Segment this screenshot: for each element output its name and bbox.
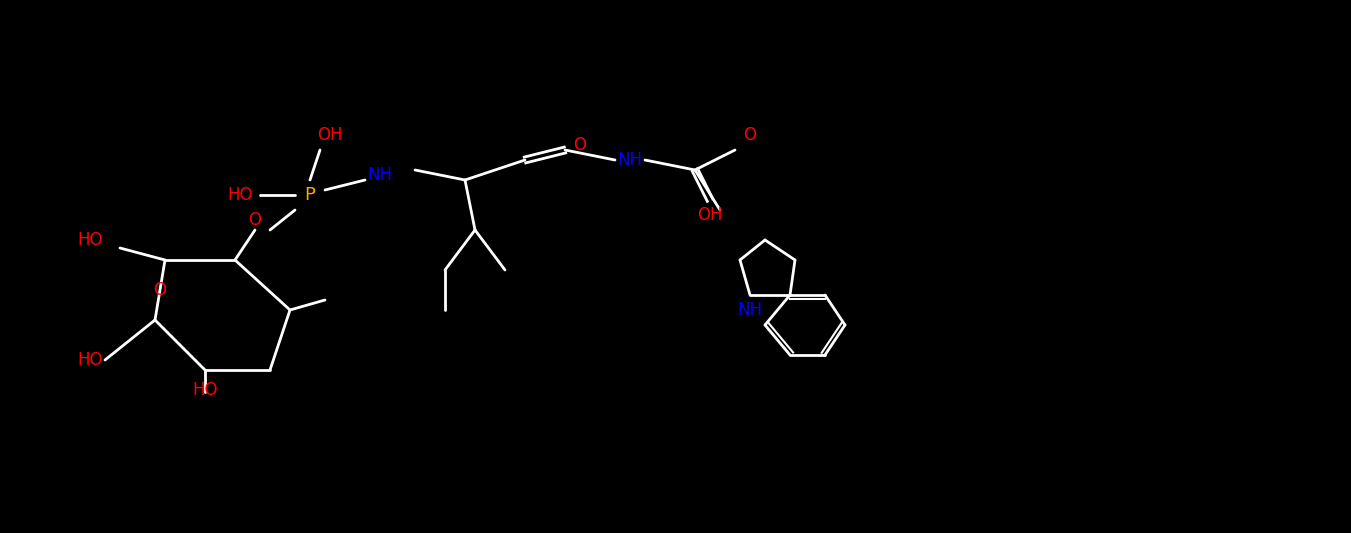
Text: NH: NH [617,151,643,169]
Text: HO: HO [227,186,253,204]
Text: OH: OH [317,126,343,144]
Text: O: O [154,281,166,299]
Text: NH: NH [367,166,393,184]
Text: O: O [249,211,262,229]
Text: NH: NH [738,301,762,319]
Text: HO: HO [77,351,103,369]
Text: O: O [743,126,757,144]
Text: P: P [304,186,315,204]
Text: HO: HO [77,231,103,249]
Text: HO: HO [192,381,218,399]
Text: O: O [574,136,586,154]
Text: OH: OH [697,206,723,224]
